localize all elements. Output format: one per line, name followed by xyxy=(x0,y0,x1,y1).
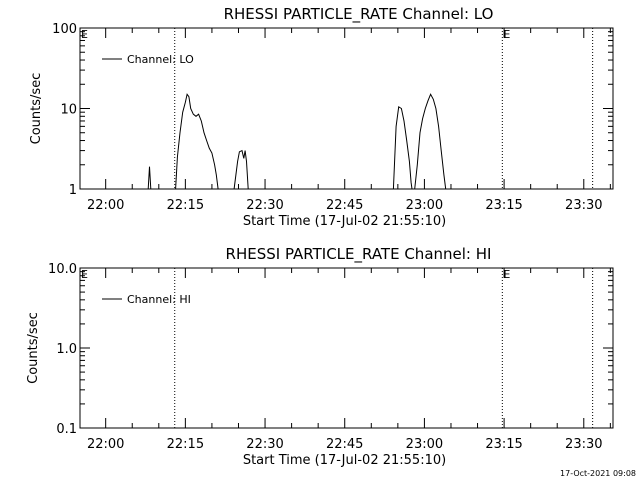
footer-timestamp: 17-Oct-2021 09:08 xyxy=(560,469,636,478)
y-tick-label: 100 xyxy=(52,22,77,37)
y-tick-label: 10 xyxy=(60,103,77,118)
series-line xyxy=(392,105,413,190)
y-tick-label: 1 xyxy=(69,183,77,198)
chart-title: RHESSI PARTICLE_RATE Channel: LO xyxy=(224,5,494,24)
x-tick-label: 22:00 xyxy=(87,198,124,213)
x-axis-label: Start Time (17-Jul-02 21:55:10) xyxy=(243,453,446,468)
x-tick-label: 23:30 xyxy=(565,437,602,452)
y-tick-label: 0.1 xyxy=(56,422,77,437)
x-tick-label: 22:15 xyxy=(167,437,204,452)
marker-label: E xyxy=(503,268,510,281)
edge-label: E xyxy=(81,28,88,41)
series-line xyxy=(147,166,152,190)
x-tick-label: 23:00 xyxy=(406,437,443,452)
x-tick-label: 23:30 xyxy=(565,198,602,213)
x-tick-label: 22:00 xyxy=(87,437,124,452)
series-line xyxy=(175,93,219,190)
series-line xyxy=(233,149,249,190)
y-axis-label: Counts/sec xyxy=(29,73,44,145)
x-tick-label: 22:45 xyxy=(326,198,363,213)
y-tick-label: 10.0 xyxy=(48,262,77,277)
x-axis-label: Start Time (17-Jul-02 21:55:10) xyxy=(243,214,446,229)
x-tick-label: 22:15 xyxy=(167,198,204,213)
x-tick-label: 23:15 xyxy=(485,437,522,452)
plot-frame xyxy=(79,267,614,429)
x-tick-label: 22:45 xyxy=(326,437,363,452)
x-tick-label: 23:15 xyxy=(485,198,522,213)
marker-label: E xyxy=(503,28,510,41)
y-tick-label: 1.0 xyxy=(56,342,77,357)
y-axis-label: Counts/sec xyxy=(26,312,41,384)
chart-title: RHESSI PARTICLE_RATE Channel: HI xyxy=(226,245,492,264)
legend-entry: Channel: HI xyxy=(127,293,191,306)
x-tick-label: 22:30 xyxy=(246,437,283,452)
series-line xyxy=(414,93,447,190)
x-tick-label: 22:30 xyxy=(246,198,283,213)
edge-label: E xyxy=(81,268,88,281)
legend-entry: Channel: LO xyxy=(127,53,194,66)
x-tick-label: 23:00 xyxy=(406,198,443,213)
